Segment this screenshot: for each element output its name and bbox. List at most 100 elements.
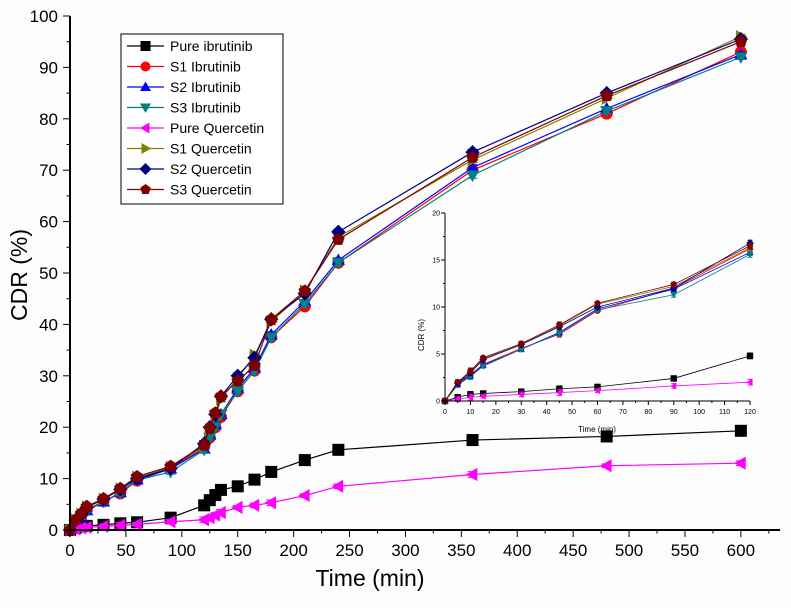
inset-point-s3-quercetin [479,354,487,361]
series-pure-quercetin [63,456,746,537]
x-tick-label: 50 [116,541,135,560]
inset-point-s3-quercetin [454,378,462,386]
inset-line-s2-ibrutinib [444,252,751,402]
point-pure-quercetin [164,515,176,529]
y-tick-label: 90 [39,58,58,77]
point-pure-quercetin [130,517,142,531]
inset-series-s2-quercetin [441,239,754,405]
legend-item-s1-quercetin: S1 Quercetin [127,141,252,157]
point-pure-ibrutinib [332,443,345,456]
point-s3-quercetin [97,492,110,504]
y-tick-label: 0 [49,521,58,540]
point-pure-ibrutinib [734,424,747,437]
point-pure-ibrutinib [248,473,261,486]
inset-y-tick-label: 0 [436,399,440,406]
inset-x-tick-label: 20 [492,409,500,416]
point-s3-quercetin [231,374,244,387]
point-s3-ibrutinib [331,257,345,270]
point-pure-quercetin [74,521,86,535]
point-s2-ibrutinib [465,161,480,173]
x-tick-label: 600 [727,541,755,560]
legend-marker-pure-ibrutinib [140,41,151,51]
inset-point-pure-quercetin [555,389,562,397]
point-s3-quercetin [332,232,345,245]
legend-label: S1 Ibrutinib [170,59,241,75]
y-axis-title: CDR (%) [6,229,32,321]
point-s3-quercetin [130,469,144,482]
point-pure-ibrutinib [231,480,244,493]
legend-marker-s2-ibrutinib [140,81,151,91]
y-tick-label: 50 [39,264,58,283]
inset-line-s1-quercetin [444,247,751,402]
inset-line-s1-ibrutinib [444,248,751,402]
inset-point-pure-ibrutinib [746,352,754,360]
legend-label: S3 Ibrutinib [170,100,241,116]
legend-item-s3-quercetin: S3 Quercetin [127,182,252,198]
point-pure-ibrutinib [298,454,311,467]
point-s3-quercetin [298,284,312,297]
y-tick-label: 70 [39,161,58,180]
legend-marker-s1-ibrutinib [140,61,151,72]
point-s3-quercetin [600,89,613,102]
point-s3-ibrutinib [600,106,614,118]
main-axes: 0 50 100 150 200 250 300 350 400 450 500 550 6000102… [30,7,780,560]
legend-marker-s2-quercetin [139,163,152,175]
point-s3-quercetin [466,150,479,163]
y-tick-label: 100 [30,7,58,26]
point-s3-quercetin [164,459,177,472]
point-s3-ibrutinib [298,299,312,311]
inset-point-s3-quercetin [517,340,525,347]
inset-series-s2-ibrutinib [441,248,754,404]
inset-point-s3-quercetin [594,299,601,307]
inset-point-pure-ibrutinib [594,383,601,391]
main-plot [62,29,749,538]
inset-series-s1-ibrutinib [441,245,754,405]
inset-axes: 0 10 20 30 40 50 60 70 80 90 100 110 120 0 5 10 15 20 [432,211,756,417]
x-tick-label: 450 [559,541,587,560]
inset-x-tick-label: 100 [693,409,705,416]
point-s3-ibrutinib [465,170,480,182]
inset-line-s2-quercetin [444,242,751,402]
legend-item-pure-quercetin: Pure Quercetin [127,120,264,136]
point-pure-ibrutinib [265,465,278,478]
inset-series-s3-quercetin [441,242,754,404]
point-s3-quercetin [734,35,748,48]
inset-x-tick-label: 110 [719,409,730,416]
x-tick-label: 500 [615,541,643,560]
point-pure-quercetin [600,459,612,473]
inset-point-s2-quercetin [669,284,678,293]
inset-y-axis-title: CDR (%) [417,319,426,351]
point-s3-quercetin [114,481,127,494]
point-s3-ibrutinib [734,52,748,64]
inset-point-pure-quercetin [670,382,677,390]
point-pure-quercetin [247,498,260,512]
point-pure-quercetin [734,456,746,470]
inset-point-pure-quercetin [593,387,601,395]
point-s3-quercetin [264,312,278,325]
inset-point-s3-ibrutinib [517,346,525,353]
point-pure-ibrutinib [466,434,479,447]
legend-label: S1 Quercetin [170,141,252,157]
x-tick-label: 250 [335,541,363,560]
inset-x-tick-label: 10 [467,409,475,416]
inset-y-tick-label: 10 [432,305,440,312]
legend-item-pure-ibrutinib: Pure ibrutinib [127,38,253,54]
point-pure-quercetin [298,488,310,503]
inset-point-s3-ibrutinib [746,251,754,258]
x-tick-label: 550 [671,541,699,560]
point-s3-ibrutinib [231,386,245,398]
legend-item-s3-ibrutinib: S3 Ibrutinib [127,100,241,116]
inset-x-tick-label: 30 [517,409,525,416]
inset-x-tick-label: 0 [443,409,447,416]
point-pure-quercetin [264,496,277,510]
inset-point-pure-ibrutinib [556,385,563,392]
inset-x-tick-label: 120 [744,409,756,416]
legend: Pure ibrutinib S1 Ibrutinib S2 Ibrutinib S3… [120,33,284,205]
inset-plot [441,239,754,405]
legend-item-s1-ibrutinib: S1 Ibrutinib [127,59,241,75]
point-pure-ibrutinib [600,430,613,443]
inset-x-axis-title: Time (min) [578,425,616,434]
inset-point-pure-quercetin [479,392,486,400]
inset-y-tick-label: 20 [432,211,440,218]
